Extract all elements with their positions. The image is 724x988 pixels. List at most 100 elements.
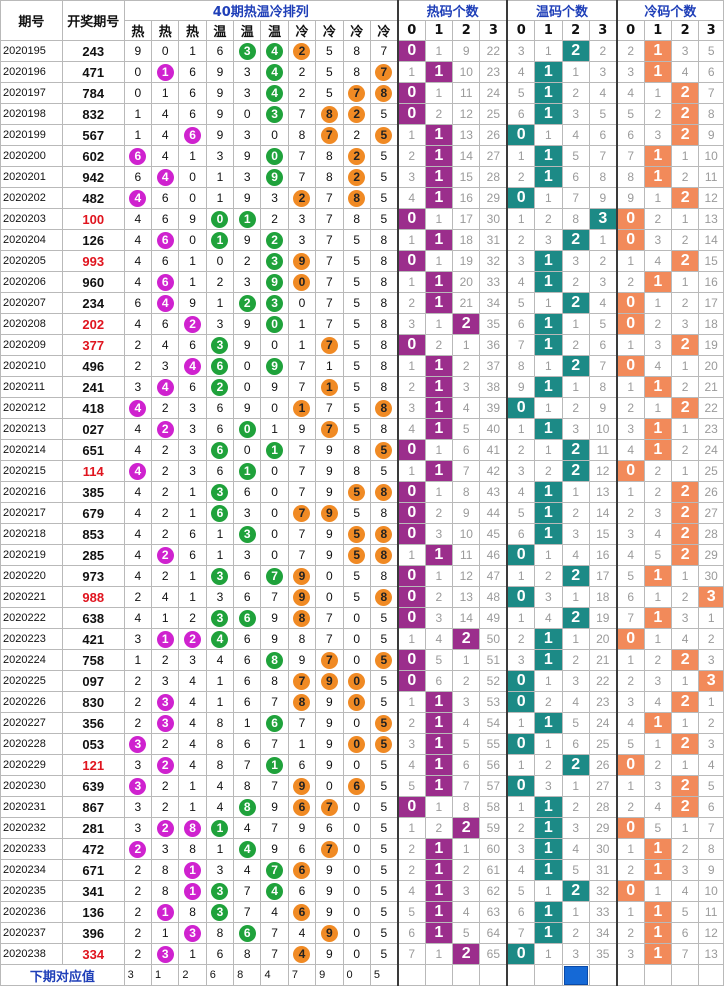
hot-ball: 2 (184, 316, 202, 333)
cold-count-hit: 2 (670, 691, 700, 713)
hot-ball: 1 (184, 883, 202, 900)
selected-cell-marker[interactable] (563, 965, 588, 985)
cold-count-miss: 21 (698, 376, 724, 398)
hot-count-miss: 4 (396, 754, 426, 776)
position-digit: 4 (178, 670, 207, 692)
hot-ball: 6 (129, 148, 147, 165)
issue-number: 2020210 (0, 355, 63, 377)
hot-count-miss: 5 (452, 922, 481, 944)
hot-count-miss: 50 (479, 628, 508, 650)
cold-count-header: 冷码个数 (615, 0, 724, 21)
hot-count-miss: 6 (452, 439, 481, 461)
hot-count-miss: 1 (424, 481, 454, 503)
next-value-label: 下期对应值 (0, 964, 125, 986)
cold-ball: 5 (348, 526, 366, 543)
cold-count-miss: 7 (670, 943, 700, 965)
position-digit: 8 (342, 61, 371, 83)
position-hit-cell: 8 (315, 103, 344, 125)
position-digit: 0 (315, 586, 344, 608)
position-digit: 1 (205, 670, 235, 692)
position-digit: 7 (287, 355, 317, 377)
hot-count-miss: 2 (396, 838, 426, 860)
warm-count-hit: 1 (534, 61, 563, 83)
position-digit: 8 (369, 334, 399, 356)
hot-ball: 1 (156, 631, 174, 648)
position-digit: 2 (123, 943, 153, 965)
cold-count-miss: 5 (670, 901, 700, 923)
draw-number: 671 (61, 859, 125, 881)
position-digit: 0 (260, 481, 289, 503)
hot-count-miss: 2 (396, 712, 426, 734)
position-hit-cell: 0 (260, 313, 289, 335)
hot-count-miss: 46 (479, 544, 508, 566)
position-digit: 6 (233, 565, 262, 587)
position-digit: 7 (315, 607, 344, 629)
position-digit: 7 (233, 880, 262, 902)
issue-number: 2020223 (0, 628, 63, 650)
position-digit: 4 (151, 103, 180, 125)
warm-count-miss: 7 (588, 355, 618, 377)
draw-number: 472 (61, 838, 125, 860)
position-hit-cell: 1 (178, 859, 207, 881)
cold-count-hit: 2 (670, 733, 700, 755)
position-hit-cell: 6 (342, 775, 371, 797)
issue-number: 2020229 (0, 754, 63, 776)
hot-count-hit: 1 (424, 187, 454, 209)
position-digit: 4 (123, 544, 153, 566)
position-hit-cell: 4 (123, 397, 153, 419)
position-digit: 5 (342, 565, 371, 587)
hot-count-hit: 2 (452, 313, 481, 335)
next-count-cell (506, 964, 536, 986)
position-digit: 9 (205, 61, 235, 83)
cold-count-miss: 4 (643, 523, 672, 545)
position-digit: 8 (178, 838, 207, 860)
hot-count-hit: 0 (396, 334, 426, 356)
position-digit: 7 (287, 481, 317, 503)
warm-ball: 3 (266, 295, 284, 312)
draw-number: 126 (61, 229, 125, 251)
warm-count-miss: 14 (588, 502, 618, 524)
position-hit-cell: 7 (369, 61, 399, 83)
table-row: 2020206 960 4 6 1 2 3 9 0 7 5 8 1 1 20 33 4 1 2 3 2 1 1 16 (0, 271, 724, 293)
hot-ball: 6 (156, 274, 174, 291)
position-digit: 1 (178, 271, 207, 293)
warm-ball: 7 (266, 568, 284, 585)
position-hit-cell: 1 (151, 61, 180, 83)
draw-number: 679 (61, 502, 125, 524)
position-hit-cell: 6 (205, 439, 235, 461)
cold-count-hit: 0 (615, 880, 645, 902)
warm-count-miss: 24 (588, 712, 618, 734)
warm-count-miss: 32 (588, 880, 618, 902)
warm-count-miss: 4 (506, 481, 536, 503)
position-digit: 5 (369, 607, 399, 629)
hot-ball: 3 (156, 694, 174, 711)
hot-count-miss: 1 (396, 355, 426, 377)
warm-count-miss: 1 (534, 880, 563, 902)
draw-number: 988 (61, 586, 125, 608)
hot-count-hit: 1 (424, 775, 454, 797)
issue-number: 2020204 (0, 229, 63, 251)
cold-count-miss: 1 (698, 691, 724, 713)
warm-ball: 3 (266, 253, 284, 270)
position-digit: 0 (123, 61, 153, 83)
warm-count-hit: 1 (534, 418, 563, 440)
hot-ball: 3 (156, 715, 174, 732)
position-digit: 2 (123, 712, 153, 734)
draw-number: 496 (61, 355, 125, 377)
position-digit: 3 (123, 817, 153, 839)
position-hit-cell: 7 (342, 82, 371, 104)
hot-count-hit: 0 (396, 82, 426, 104)
position-hit-cell: 6 (287, 796, 317, 818)
warm-count-miss: 4 (588, 292, 618, 314)
position-digit: 1 (151, 607, 180, 629)
hot-count-hit: 1 (424, 733, 454, 755)
cold-ball: 5 (348, 547, 366, 564)
cold-ball: 2 (348, 106, 366, 123)
hot-count-miss: 2 (396, 145, 426, 167)
warm-count-header: 温码个数 (506, 0, 618, 21)
cold-count-label: 2 (670, 20, 700, 41)
warm-count-miss: 2 (561, 922, 590, 944)
cold-ball: 9 (320, 673, 338, 690)
hot-count-label: 0 (396, 20, 426, 41)
hot-count-hit: 0 (396, 649, 426, 671)
